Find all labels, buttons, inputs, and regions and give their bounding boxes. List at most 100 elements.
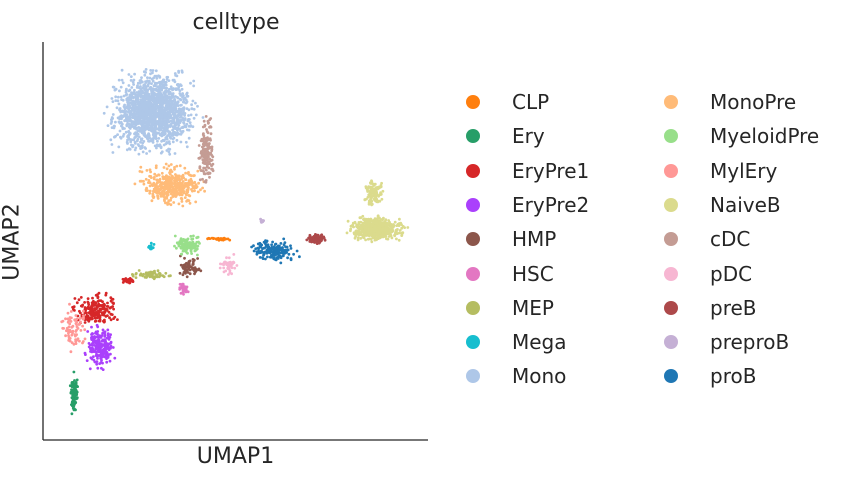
data-point xyxy=(183,268,187,272)
data-point xyxy=(184,98,188,102)
data-point xyxy=(160,88,164,92)
data-point xyxy=(152,196,155,200)
data-point xyxy=(188,268,192,272)
data-point xyxy=(233,266,237,270)
data-point xyxy=(137,135,141,139)
data-point xyxy=(123,278,127,282)
data-point xyxy=(158,115,162,119)
data-point xyxy=(186,290,190,294)
data-point xyxy=(174,132,178,135)
data-point xyxy=(115,106,119,110)
data-point xyxy=(203,125,207,128)
data-point xyxy=(105,305,109,308)
data-point xyxy=(199,269,203,273)
data-point xyxy=(177,85,181,89)
data-point xyxy=(196,253,199,257)
data-point xyxy=(148,189,152,193)
data-point xyxy=(261,220,265,224)
data-point xyxy=(379,185,383,189)
data-point xyxy=(179,189,182,193)
data-point xyxy=(315,241,319,244)
data-point xyxy=(134,276,138,279)
data-point xyxy=(155,146,158,150)
data-point xyxy=(128,113,132,117)
data-point xyxy=(141,104,145,108)
data-point xyxy=(204,172,207,176)
data-point xyxy=(171,137,175,141)
data-point xyxy=(169,168,173,172)
data-point xyxy=(308,240,312,243)
data-point xyxy=(119,85,123,89)
data-point xyxy=(227,267,231,271)
data-point xyxy=(143,131,147,135)
data-point xyxy=(217,238,221,242)
data-point xyxy=(135,108,139,111)
data-point xyxy=(188,173,192,177)
data-point xyxy=(97,310,101,314)
data-point xyxy=(156,122,159,125)
data-point xyxy=(134,131,138,135)
data-point xyxy=(96,325,100,329)
data-point xyxy=(356,236,360,240)
data-point xyxy=(74,408,77,412)
data-point xyxy=(100,345,103,349)
data-point xyxy=(182,118,186,122)
data-point xyxy=(125,87,128,91)
data-point xyxy=(70,412,74,416)
data-point xyxy=(86,307,89,310)
data-point xyxy=(394,232,397,236)
data-point xyxy=(184,250,188,253)
data-point xyxy=(108,306,112,310)
data-point xyxy=(160,139,164,143)
data-point xyxy=(138,170,142,173)
data-point xyxy=(146,105,149,108)
data-point xyxy=(155,178,159,182)
data-point xyxy=(282,252,286,256)
data-point xyxy=(113,88,117,92)
data-point xyxy=(180,193,184,197)
data-point xyxy=(103,333,107,337)
legend-marker xyxy=(466,129,480,144)
data-point xyxy=(142,91,146,95)
data-point xyxy=(181,249,185,253)
data-point xyxy=(173,166,176,169)
data-point xyxy=(209,151,213,155)
data-point xyxy=(153,187,156,191)
data-point xyxy=(88,367,92,371)
data-point xyxy=(353,220,357,224)
data-point xyxy=(163,192,167,195)
data-point xyxy=(298,255,301,259)
data-point xyxy=(144,189,148,193)
data-point xyxy=(141,116,145,120)
data-point xyxy=(160,171,164,175)
data-point xyxy=(376,235,380,239)
data-point xyxy=(177,244,181,248)
legend-marker xyxy=(466,95,480,109)
data-point xyxy=(181,204,185,208)
data-point xyxy=(179,115,183,119)
data-point xyxy=(189,234,193,238)
data-point xyxy=(204,115,208,118)
legend-label: cDC xyxy=(710,227,751,252)
data-point xyxy=(72,370,76,374)
data-point xyxy=(157,137,161,140)
data-point xyxy=(128,119,132,123)
data-point xyxy=(61,326,65,330)
data-point xyxy=(140,76,143,79)
data-point xyxy=(91,314,95,317)
data-point xyxy=(362,223,365,227)
data-point xyxy=(190,181,194,185)
data-point xyxy=(168,99,172,103)
data-point xyxy=(165,196,169,200)
data-point xyxy=(151,141,155,144)
data-point xyxy=(378,226,382,230)
data-point xyxy=(146,76,149,79)
data-point xyxy=(176,242,180,245)
data-point xyxy=(163,183,167,187)
data-point xyxy=(201,116,205,119)
data-point xyxy=(156,186,159,190)
data-point xyxy=(90,325,93,329)
data-point xyxy=(112,302,115,305)
data-point xyxy=(106,328,110,332)
data-point xyxy=(128,127,132,130)
